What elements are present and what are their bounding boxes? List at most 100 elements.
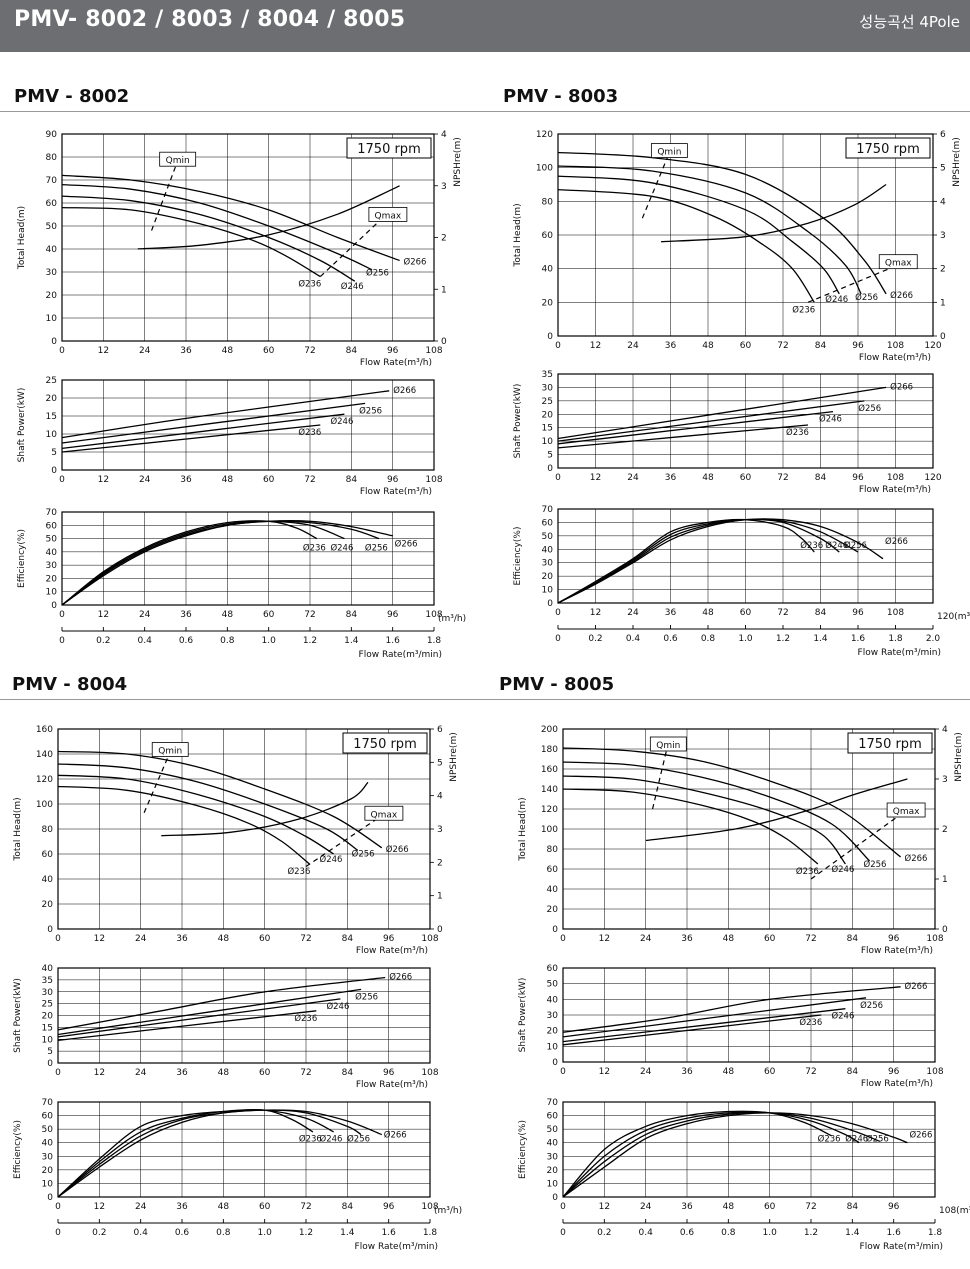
y2-tick-label: 6 (940, 130, 946, 140)
x-tick-label: 48 (218, 934, 230, 944)
efficiency-curve-1 (57, 1109, 334, 1198)
x-unit-label: (m³/h) (434, 1206, 462, 1216)
x-tick-label: 0 (59, 475, 65, 485)
page-title: PMV- 8002 / 8003 / 8004 / 8005 (14, 7, 406, 32)
x-tick-label: 96 (852, 608, 864, 618)
diameter-label: Ø266 (395, 539, 418, 550)
y-tick-label: 90 (46, 130, 58, 140)
y-tick-label: 25 (46, 376, 57, 386)
x-tick-label: 84 (847, 934, 859, 944)
y-tick-label: 20 (547, 905, 559, 915)
x-tick-label: 12 (599, 1202, 610, 1212)
y-tick-label: 60 (547, 865, 559, 875)
qmin-label: Qmin (166, 156, 190, 166)
efficiency-curve-2 (562, 1111, 881, 1198)
diameter-label: Ø266 (905, 981, 928, 992)
x-tick-label: 48 (222, 346, 234, 356)
x2-tick-label: 0.2 (597, 1228, 611, 1238)
rpm-label: 1750 rpm (357, 142, 420, 157)
y-tick-label: 20 (42, 1166, 54, 1176)
x-unit-label: 108(m³/h) (939, 1206, 970, 1216)
head-curve-1 (57, 774, 334, 855)
x-tick-label: 96 (888, 1067, 900, 1077)
x-tick-label: 84 (342, 1202, 354, 1212)
y-axis-label: Shaft Power(kW) (513, 384, 523, 459)
y-axis-label: Efficiency(%) (513, 527, 523, 586)
y-tick-label: 40 (46, 245, 58, 255)
y-tick-label: 180 (541, 745, 558, 755)
y-tick-label: 30 (542, 383, 554, 393)
x-tick-label: 12 (94, 1202, 105, 1212)
efficiency-curve-1 (61, 520, 345, 606)
x2-tick-label: 1.6 (851, 634, 866, 644)
x2-tick-label: 0.6 (663, 634, 678, 644)
diameter-label: Ø236 (800, 540, 823, 551)
qmin-box (151, 742, 189, 757)
y-tick-label: 120 (536, 130, 553, 140)
x-tick-label: 72 (805, 1202, 816, 1212)
diameter-label: Ø266 (393, 385, 416, 396)
y-tick-label: 60 (547, 964, 559, 974)
x-tick-label: 12 (590, 473, 601, 483)
y-axis-label: Efficiency(%) (518, 1120, 528, 1179)
diameter-label: Ø266 (885, 536, 908, 547)
y-tick-label: 40 (46, 548, 58, 558)
x-tick-label: 96 (387, 346, 399, 356)
x2-tick-label: 0.4 (626, 634, 641, 644)
y-tick-label: 50 (547, 980, 559, 990)
plot-frame (61, 511, 435, 606)
y-tick-label: 0 (552, 1058, 558, 1068)
x-tick-label: 0 (555, 473, 561, 483)
qmin-label: Qmin (158, 747, 182, 757)
x-tick-label: 12 (599, 934, 610, 944)
diameter-label: Ø246 (819, 414, 842, 425)
x-tick-label: 108 (887, 473, 904, 483)
x-tick-label: 72 (300, 934, 311, 944)
y-tick-label: 20 (42, 900, 54, 910)
y-tick-label: 10 (542, 437, 554, 447)
diameter-label: Ø236 (298, 279, 321, 290)
diameter-label: Ø246 (825, 540, 848, 551)
y-tick-label: 120 (36, 775, 53, 785)
x-tick-label: 36 (176, 1202, 188, 1212)
x-tick-label: 24 (640, 934, 652, 944)
npsh-curve (645, 778, 908, 842)
x-tick-label: 48 (702, 341, 714, 351)
y2-tick-label: 1 (441, 285, 447, 295)
efficiency-curve-0 (61, 520, 318, 606)
qmin-line (651, 750, 667, 810)
x-tick-label: 72 (777, 341, 788, 351)
power-curve-3 (57, 976, 386, 1031)
y2-tick-label: 3 (940, 231, 946, 241)
y-tick-label: 0 (47, 1059, 53, 1069)
y-tick-label: 20 (547, 1166, 559, 1176)
y-tick-label: 50 (46, 535, 58, 545)
x-axis-label: Flow Rate(m³/h) (356, 946, 428, 956)
x2-tick-label: 2.0 (926, 634, 941, 644)
y-tick-label: 40 (547, 885, 559, 895)
diameter-label: Ø246 (341, 281, 364, 292)
x2-tick-label: 0.8 (721, 1228, 736, 1238)
x-tick-label: 36 (665, 473, 677, 483)
diameter-label: Ø246 (326, 1001, 349, 1012)
x2-tick-label: 1.8 (928, 1228, 943, 1238)
model-title-8005: PMV - 8005 (499, 674, 615, 695)
y2-tick-label: 0 (942, 925, 948, 935)
x-tick-label: 24 (139, 610, 151, 620)
x-tick-label: 108 (421, 1068, 438, 1078)
diameter-label: Ø236 (303, 543, 326, 554)
diameter-label: Ø246 (320, 854, 343, 865)
page-subtitle: 성능곡선 4Pole (859, 13, 960, 31)
x2-tick-label: 0.6 (175, 1228, 190, 1238)
y-tick-label: 70 (46, 176, 58, 186)
x-axis-label: Flow Rate(m³/h) (859, 353, 931, 363)
model-title-8004: PMV - 8004 (12, 674, 128, 695)
x-tick-label: 84 (342, 1068, 354, 1078)
x-tick-label: 12 (98, 475, 109, 485)
x-tick-label: 36 (180, 475, 192, 485)
efficiency-curve-3 (557, 518, 884, 604)
x-axis-label: Flow Rate(m³/h) (360, 487, 432, 497)
y-tick-label: 160 (36, 725, 53, 735)
x-tick-label: 96 (383, 934, 395, 944)
